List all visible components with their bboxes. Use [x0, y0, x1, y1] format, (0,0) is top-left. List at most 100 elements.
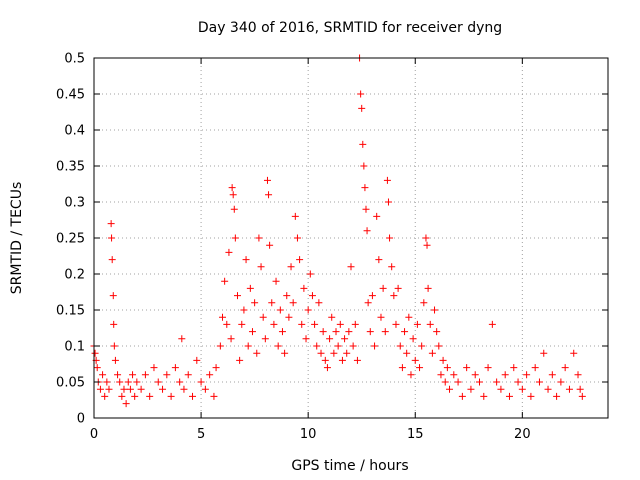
data-point — [338, 356, 346, 364]
data-point — [306, 270, 314, 278]
data-point — [523, 371, 531, 379]
data-point — [302, 335, 310, 343]
data-point — [386, 234, 394, 242]
data-point — [377, 313, 385, 321]
data-point — [544, 385, 552, 393]
data-point — [289, 299, 297, 307]
data-point — [300, 284, 308, 292]
data-point — [454, 378, 462, 386]
data-point — [358, 104, 366, 112]
x-tick-labels: 0 5 10 15 20 — [90, 427, 531, 442]
data-point — [293, 234, 301, 242]
data-point — [103, 378, 111, 386]
x-tick-label: 20 — [514, 427, 531, 442]
data-point — [439, 356, 447, 364]
y-tick-labels: 0 0.05 0.1 0.15 0.2 0.25 0.3 0.35 0.4 0.45 0.5 — [56, 52, 85, 427]
data-point — [223, 320, 231, 328]
data-point — [366, 328, 374, 336]
data-point — [351, 320, 359, 328]
x-tick-label: 0 — [90, 427, 98, 442]
data-point — [574, 371, 582, 379]
data-point — [212, 364, 220, 372]
data-point — [493, 378, 501, 386]
data-point — [413, 320, 421, 328]
data-point — [373, 212, 381, 220]
data-point — [518, 385, 526, 393]
x-tick-label: 15 — [407, 427, 424, 442]
data-point — [403, 349, 411, 357]
data-point — [231, 234, 239, 242]
data-point — [484, 364, 492, 372]
data-point — [108, 234, 116, 242]
data-point — [189, 392, 197, 400]
data-point — [328, 313, 336, 321]
data-point — [233, 292, 241, 300]
data-point — [433, 328, 441, 336]
data-point — [362, 205, 370, 213]
data-point — [146, 392, 154, 400]
x-tick-label: 10 — [300, 427, 317, 442]
data-point — [253, 349, 261, 357]
data-point — [116, 378, 124, 386]
data-point — [287, 263, 295, 271]
data-point — [240, 306, 248, 314]
data-point — [416, 364, 424, 372]
data-point — [388, 263, 396, 271]
data-point — [343, 349, 351, 357]
data-point — [268, 299, 276, 307]
data-point — [193, 356, 201, 364]
data-point — [317, 349, 325, 357]
data-point — [265, 191, 273, 199]
data-point — [111, 356, 119, 364]
data-point — [418, 342, 426, 350]
chart-title: Day 340 of 2016, SRMTID for receiver dyn… — [198, 20, 502, 36]
y-tick-label: 0.25 — [56, 232, 85, 247]
data-point — [476, 378, 483, 386]
data-point — [383, 176, 391, 184]
data-point — [228, 184, 236, 192]
data-point — [308, 292, 316, 300]
data-point — [553, 392, 561, 400]
data-point — [363, 227, 371, 235]
data-point — [341, 335, 349, 343]
data-points — [90, 54, 586, 408]
data-point — [298, 320, 306, 328]
data-point — [375, 256, 383, 264]
grid — [94, 58, 608, 418]
y-tick-label: 0.2 — [64, 268, 85, 283]
data-point — [227, 335, 235, 343]
y-tick-label: 0.5 — [64, 52, 85, 67]
data-point — [242, 256, 250, 264]
data-point — [510, 364, 518, 372]
data-point — [133, 378, 141, 386]
data-point — [126, 385, 134, 393]
data-point — [270, 320, 278, 328]
data-point — [357, 90, 365, 98]
y-tick-label: 0.1 — [64, 340, 85, 355]
data-point — [334, 342, 342, 350]
data-point — [458, 392, 466, 400]
data-point — [272, 277, 280, 285]
data-point — [278, 328, 286, 336]
y-tick-label: 0.05 — [56, 376, 85, 391]
data-point — [321, 356, 329, 364]
data-point — [435, 342, 443, 350]
data-point — [423, 241, 431, 249]
data-point — [281, 349, 289, 357]
data-point — [171, 364, 179, 372]
data-point — [129, 371, 137, 379]
y-axis-label: SRMTID / TECUs — [9, 182, 25, 295]
data-point — [163, 371, 171, 379]
data-point — [578, 392, 586, 400]
y-tick-label: 0.3 — [64, 196, 85, 211]
data-point — [159, 385, 167, 393]
data-point — [384, 198, 392, 206]
data-point — [248, 328, 256, 336]
x-tick-label: 5 — [197, 427, 205, 442]
data-point — [230, 205, 238, 213]
data-point — [101, 392, 109, 400]
data-point — [420, 299, 428, 307]
data-point — [283, 292, 291, 300]
